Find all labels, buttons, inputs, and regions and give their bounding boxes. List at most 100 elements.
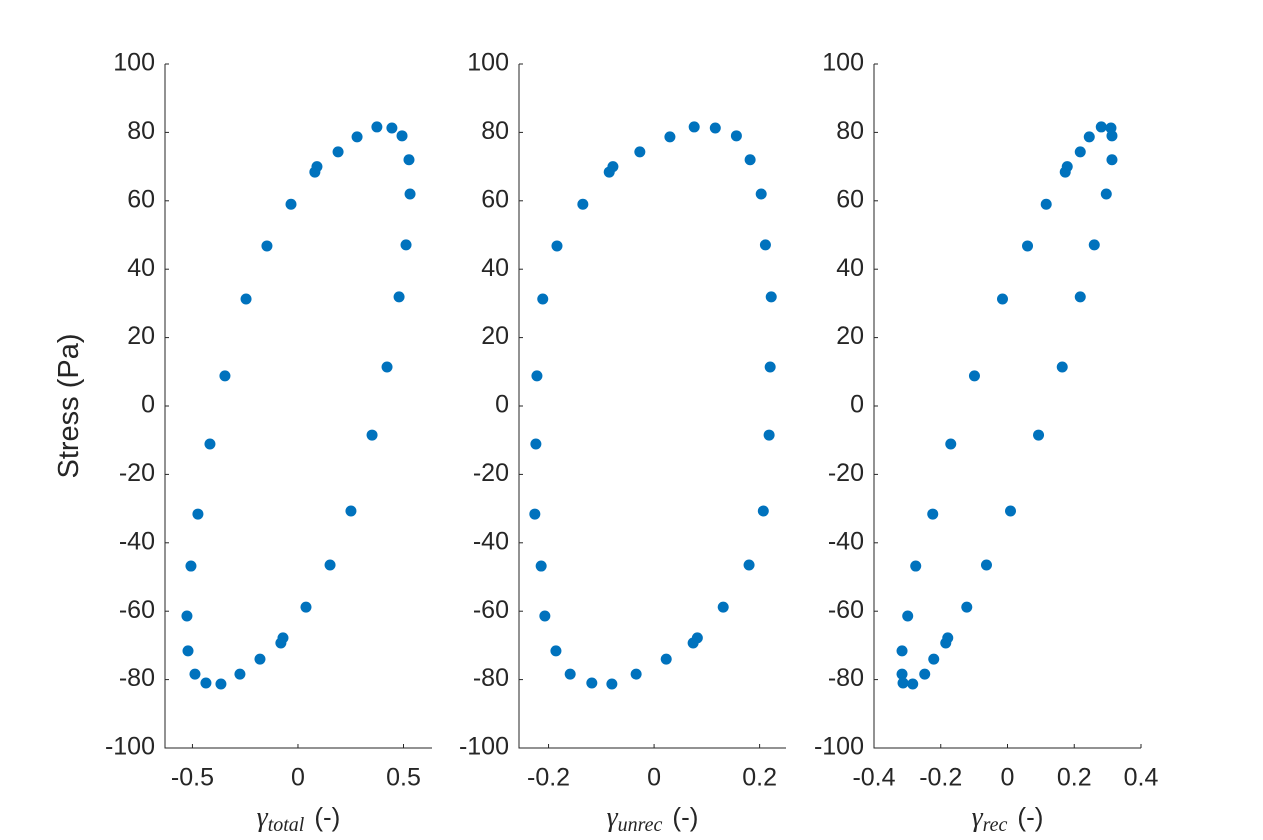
point xyxy=(200,677,212,689)
y-tick-label: 100 xyxy=(467,49,509,77)
point xyxy=(634,146,646,158)
x-label-unit: (-) xyxy=(1017,802,1043,832)
point xyxy=(393,291,405,303)
subplot: -100 -80 -60 -40 -20 0 20 40 60 80 100 -0.4 -0.2 0 0.2… xyxy=(814,49,1159,836)
point xyxy=(765,291,777,303)
subplot: -100 -80 -60 -40 -20 0 20 40 60 80 100 -0.2 0 0.2 γunr… xyxy=(459,49,786,836)
point xyxy=(240,293,252,305)
x-label-subscript: unrec xyxy=(618,814,663,836)
y-tick-label: -20 xyxy=(828,459,864,487)
y-tick-label: -80 xyxy=(828,664,864,692)
point xyxy=(204,438,216,450)
point xyxy=(660,653,672,665)
point xyxy=(910,560,922,572)
point xyxy=(1105,122,1117,134)
point xyxy=(386,122,398,134)
y-tick-label: 0 xyxy=(141,391,155,419)
point xyxy=(709,122,721,134)
point xyxy=(564,668,576,680)
point xyxy=(759,239,771,251)
point xyxy=(189,668,201,680)
x-tick-label: -0.4 xyxy=(852,764,895,792)
point xyxy=(980,559,992,571)
point xyxy=(185,560,197,572)
point xyxy=(744,154,756,166)
y-tick-label: 60 xyxy=(127,185,155,213)
point xyxy=(539,610,551,622)
point xyxy=(1095,121,1107,133)
point xyxy=(1083,131,1095,143)
point xyxy=(896,645,908,657)
point xyxy=(968,370,980,382)
point xyxy=(927,508,939,520)
y-tick-label: -100 xyxy=(814,733,864,761)
x-tick-label: -0.5 xyxy=(171,764,214,792)
point xyxy=(755,188,767,200)
axes-lines xyxy=(873,64,1141,749)
x-label-subscript: total xyxy=(268,814,305,836)
point xyxy=(366,429,378,441)
y-tick-label: -100 xyxy=(105,733,155,761)
y-tick-label: -20 xyxy=(473,459,509,487)
y-tick-label: 80 xyxy=(127,117,155,145)
x-tick-label: 0.5 xyxy=(386,764,421,792)
point xyxy=(945,438,957,450)
point xyxy=(332,146,344,158)
x-label-symbol: γ xyxy=(972,802,984,833)
point xyxy=(254,653,266,665)
y-axis-label: Stress (Pa) xyxy=(53,333,85,478)
y-tick-label: 0 xyxy=(495,391,509,419)
point xyxy=(764,361,776,373)
x-label-subscript: rec xyxy=(983,814,1008,836)
x-tick-label: 0.4 xyxy=(1124,764,1159,792)
point xyxy=(743,559,755,571)
point xyxy=(902,610,914,622)
point xyxy=(577,198,589,210)
y-tick-label: 60 xyxy=(481,185,509,213)
point xyxy=(1040,198,1052,210)
point xyxy=(300,601,312,613)
x-tick-label: 0 xyxy=(291,764,305,792)
y-tick-label: -60 xyxy=(473,596,509,624)
x-axis-label: γunrec (-) xyxy=(607,802,699,836)
subplot: -100 -80 -60 -40 -20 0 20 40 60 80 100 -0.5 0 0.5 Stre… xyxy=(53,49,432,836)
point xyxy=(219,370,231,382)
y-tick-label: 60 xyxy=(836,185,864,213)
x-label-unit: (-) xyxy=(672,802,698,832)
y-tick-label: 80 xyxy=(481,117,509,145)
point xyxy=(1088,239,1100,251)
point xyxy=(234,668,246,680)
point xyxy=(404,188,416,200)
point xyxy=(730,130,742,142)
x-label-unit: (-) xyxy=(314,802,340,832)
point xyxy=(309,166,321,178)
y-tick-label: -60 xyxy=(119,596,155,624)
point xyxy=(919,668,931,680)
point xyxy=(896,668,908,680)
y-tick-label: 40 xyxy=(127,254,155,282)
point xyxy=(285,198,297,210)
point xyxy=(351,131,363,143)
x-label-symbol: γ xyxy=(607,802,619,833)
y-tick-label: -100 xyxy=(459,733,509,761)
x-tick-label: -0.2 xyxy=(527,764,570,792)
x-label-symbol: γ xyxy=(257,802,269,833)
x-tick-label: 0.2 xyxy=(1057,764,1092,792)
point xyxy=(942,632,954,644)
x-tick-label: 0 xyxy=(1001,764,1015,792)
point xyxy=(928,653,940,665)
point xyxy=(381,361,393,373)
axes-lines xyxy=(164,64,432,749)
point xyxy=(371,121,383,133)
y-tick-label: 80 xyxy=(836,117,864,145)
point xyxy=(586,677,598,689)
point xyxy=(763,429,775,441)
point xyxy=(897,677,909,689)
point xyxy=(1106,154,1118,166)
point xyxy=(1033,429,1045,441)
y-tick-label: 20 xyxy=(481,322,509,350)
point xyxy=(664,131,676,143)
y-tick-label: 20 xyxy=(836,322,864,350)
point xyxy=(400,239,412,251)
y-tick-label: 20 xyxy=(127,322,155,350)
